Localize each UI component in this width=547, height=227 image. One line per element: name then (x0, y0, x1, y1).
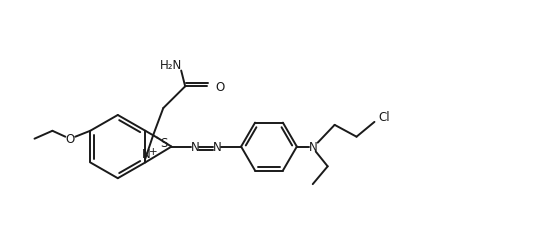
Text: S: S (161, 136, 168, 149)
Text: N: N (213, 141, 222, 153)
Text: N: N (309, 141, 317, 153)
Text: N: N (191, 141, 200, 153)
Text: H₂N: H₂N (160, 59, 182, 72)
Text: O: O (215, 81, 224, 94)
Text: +: + (149, 146, 158, 156)
Text: N: N (142, 147, 151, 160)
Text: O: O (66, 133, 75, 146)
Text: Cl: Cl (379, 111, 390, 124)
